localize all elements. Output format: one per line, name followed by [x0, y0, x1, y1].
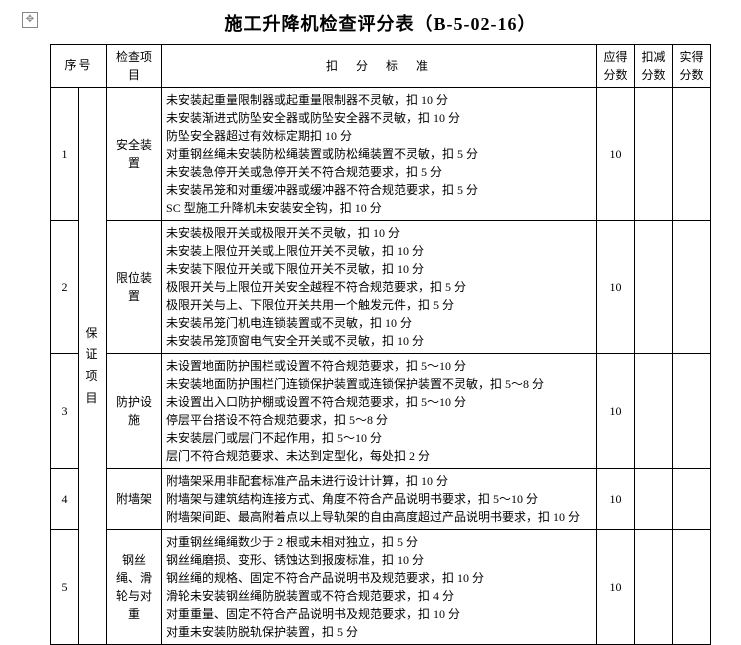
cell-item: 限位装置 — [107, 221, 162, 354]
criteria-line: 极限开关与上限位开关安全越程不符合规范要求，扣 5 分 — [166, 278, 592, 296]
criteria-line: 附墙架采用非配套标准产品未进行设计计算，扣 10 分 — [166, 472, 592, 490]
cell-category: 保 证 项 目 — [79, 88, 107, 645]
criteria-line: 未安装层门或层门不起作用，扣 5～10 分 — [166, 429, 592, 447]
cell-deduct — [635, 354, 673, 469]
criteria-line: 未安装起重量限制器或起重量限制器不灵敏，扣 10 分 — [166, 91, 592, 109]
criteria-line: 未安装下限位开关或下限位开关不灵敏，扣 10 分 — [166, 260, 592, 278]
criteria-line: SC 型施工升降机未安装安全钩，扣 10 分 — [166, 199, 592, 217]
page-title: 施工升降机检查评分表（B-5-02-16） — [50, 10, 711, 36]
cell-item: 钢丝绳、滑轮与对重 — [107, 530, 162, 645]
table-row: 4 附墙架附墙架采用非配套标准产品未进行设计计算，扣 10 分附墙架与建筑结构连接… — [51, 469, 711, 530]
header-deserved: 应得分数 — [597, 45, 635, 88]
score-table: 序号 检查项目 扣分标准 应得分数 扣减分数 实得分数 1保 证 项 目安全装置… — [50, 44, 711, 645]
cell-actual — [673, 221, 711, 354]
move-handle-icon[interactable]: ✥ — [22, 12, 38, 28]
cell-deduct — [635, 88, 673, 221]
cell-item: 安全装置 — [107, 88, 162, 221]
table-row: 2 限位装置未安装极限开关或极限开关不灵敏，扣 10 分未安装上限位开关或上限位开… — [51, 221, 711, 354]
criteria-line: 停层平台搭设不符合规范要求，扣 5～8 分 — [166, 411, 592, 429]
criteria-line: 极限开关与上、下限位开关共用一个触发元件，扣 5 分 — [166, 296, 592, 314]
cell-deserved: 10 — [597, 221, 635, 354]
cell-actual — [673, 469, 711, 530]
cell-deserved: 10 — [597, 469, 635, 530]
cell-seq: 4 — [51, 469, 79, 530]
cell-deserved: 10 — [597, 354, 635, 469]
header-actual: 实得分数 — [673, 45, 711, 88]
criteria-line: 未安装渐进式防坠安全器或防坠安全器不灵敏，扣 10 分 — [166, 109, 592, 127]
criteria-line: 钢丝绳磨损、变形、锈蚀达到报废标准，扣 10 分 — [166, 551, 592, 569]
cell-seq: 3 — [51, 354, 79, 469]
criteria-line: 对重钢丝绳绳数少于 2 根或未相对独立，扣 5 分 — [166, 533, 592, 551]
cell-criteria: 未设置地面防护围栏或设置不符合规范要求，扣 5～10 分未安装地面防护围栏门连锁… — [162, 354, 597, 469]
cell-criteria: 未安装极限开关或极限开关不灵敏，扣 10 分未安装上限位开关或上限位开关不灵敏，… — [162, 221, 597, 354]
criteria-line: 未安装上限位开关或上限位开关不灵敏，扣 10 分 — [166, 242, 592, 260]
header-item: 检查项目 — [107, 45, 162, 88]
cell-deserved: 10 — [597, 88, 635, 221]
criteria-line: 未安装吊笼顶窗电气安全开关或不灵敏，扣 10 分 — [166, 332, 592, 350]
cell-actual — [673, 88, 711, 221]
cell-seq: 2 — [51, 221, 79, 354]
table-header-row: 序号 检查项目 扣分标准 应得分数 扣减分数 实得分数 — [51, 45, 711, 88]
criteria-line: 未安装急停开关或急停开关不符合规范要求，扣 5 分 — [166, 163, 592, 181]
header-criteria: 扣分标准 — [162, 45, 597, 88]
criteria-line: 钢丝绳的规格、固定不符合产品说明书及规范要求，扣 10 分 — [166, 569, 592, 587]
criteria-line: 对重重量、固定不符合产品说明书及规范要求，扣 10 分 — [166, 605, 592, 623]
cell-item: 防护设施 — [107, 354, 162, 469]
criteria-line: 对重未安装防脱轨保护装置，扣 5 分 — [166, 623, 592, 641]
criteria-line: 附墙架与建筑结构连接方式、角度不符合产品说明书要求，扣 5～10 分 — [166, 490, 592, 508]
cell-actual — [673, 530, 711, 645]
cell-seq: 1 — [51, 88, 79, 221]
cell-deduct — [635, 530, 673, 645]
criteria-line: 未安装地面防护围栏门连锁保护装置或连锁保护装置不灵敏，扣 5～8 分 — [166, 375, 592, 393]
cell-seq: 5 — [51, 530, 79, 645]
cell-deduct — [635, 221, 673, 354]
table-row: 5 钢丝绳、滑轮与对重对重钢丝绳绳数少于 2 根或未相对独立，扣 5 分钢丝绳磨损… — [51, 530, 711, 645]
table-row: 1保 证 项 目安全装置未安装起重量限制器或起重量限制器不灵敏，扣 10 分未安… — [51, 88, 711, 221]
criteria-line: 未设置出入口防护棚或设置不符合规范要求，扣 5～10 分 — [166, 393, 592, 411]
cell-criteria: 对重钢丝绳绳数少于 2 根或未相对独立，扣 5 分钢丝绳磨损、变形、锈蚀达到报废… — [162, 530, 597, 645]
criteria-line: 未设置地面防护围栏或设置不符合规范要求，扣 5～10 分 — [166, 357, 592, 375]
criteria-line: 附墙架间距、最高附着点以上导轨架的自由高度超过产品说明书要求，扣 10 分 — [166, 508, 592, 526]
cell-criteria: 未安装起重量限制器或起重量限制器不灵敏，扣 10 分未安装渐进式防坠安全器或防坠… — [162, 88, 597, 221]
criteria-line: 防坠安全器超过有效标定期扣 10 分 — [166, 127, 592, 145]
cell-item: 附墙架 — [107, 469, 162, 530]
criteria-line: 未安装吊笼门机电连锁装置或不灵敏，扣 10 分 — [166, 314, 592, 332]
table-row: 3 防护设施未设置地面防护围栏或设置不符合规范要求，扣 5～10 分未安装地面防护… — [51, 354, 711, 469]
criteria-line: 未安装极限开关或极限开关不灵敏，扣 10 分 — [166, 224, 592, 242]
header-deduct: 扣减分数 — [635, 45, 673, 88]
criteria-line: 未安装吊笼和对重缓冲器或缓冲器不符合规范要求，扣 5 分 — [166, 181, 592, 199]
cell-actual — [673, 354, 711, 469]
criteria-line: 层门不符合规范要求、未达到定型化，每处扣 2 分 — [166, 447, 592, 465]
cell-criteria: 附墙架采用非配套标准产品未进行设计计算，扣 10 分附墙架与建筑结构连接方式、角… — [162, 469, 597, 530]
criteria-line: 滑轮未安装钢丝绳防脱装置或不符合规范要求，扣 4 分 — [166, 587, 592, 605]
criteria-line: 对重钢丝绳未安装防松绳装置或防松绳装置不灵敏，扣 5 分 — [166, 145, 592, 163]
cell-deserved: 10 — [597, 530, 635, 645]
cell-deduct — [635, 469, 673, 530]
header-seq: 序号 — [51, 45, 107, 88]
